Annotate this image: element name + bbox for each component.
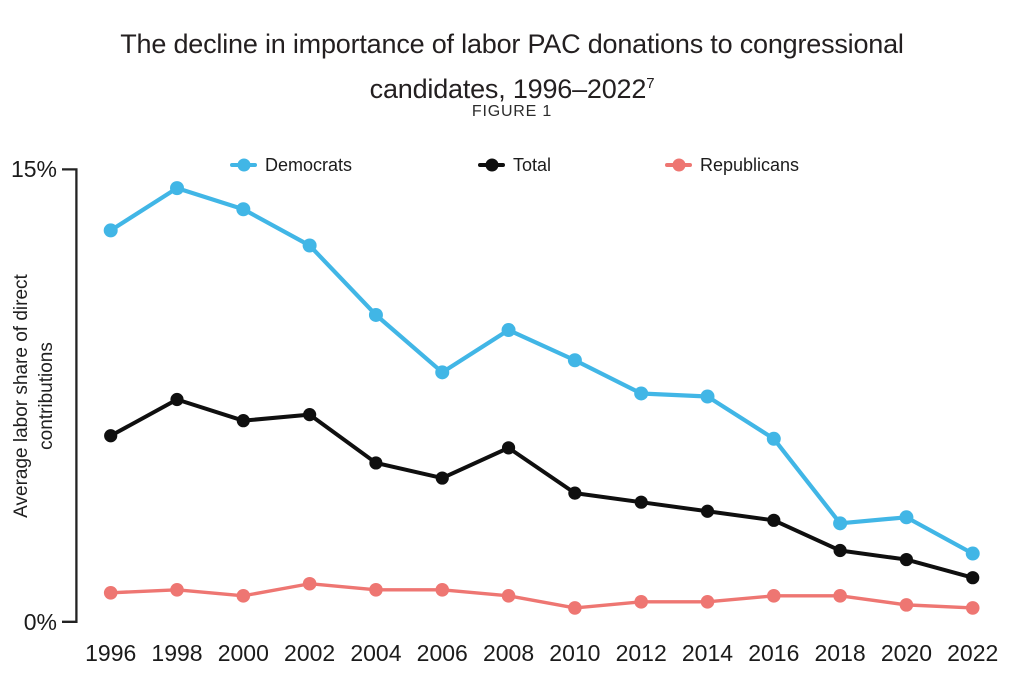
series-point-democrats-2018 [833,516,848,531]
series-point-republicans-2006 [435,582,450,597]
series-point-republicans-2014 [700,595,715,609]
series-point-total-2000 [236,414,250,428]
series-point-total-2010 [568,486,582,500]
legend-dot-marker-democrats [237,158,250,172]
series-point-republicans-2018 [833,589,847,603]
series-point-democrats-2008 [501,323,516,338]
series-point-democrats-2020 [899,510,914,525]
series-point-republicans-2020 [899,598,914,612]
chart-title-line1: The decline in importance of labor PAC d… [120,29,904,59]
x-tick-label-2008: 2008 [483,640,534,666]
x-tick-label-1996: 1996 [85,640,136,666]
legend-dot-marker-total [485,158,498,172]
y-tick-label-15: 15% [11,156,57,182]
series-point-republicans-2022 [965,601,980,615]
series-line-total [108,397,975,580]
series-point-democrats-2000 [236,202,251,217]
series-point-total-2002 [303,408,317,422]
series-point-democrats-1996 [103,223,118,238]
x-tick-label-2014: 2014 [682,640,733,666]
legend-dot-marker-republicans [672,158,685,172]
legend-label-democrats: Democrats [265,154,353,175]
series-point-total-2016 [767,513,781,527]
series-point-republicans-1998 [170,582,184,597]
x-tick-label-2022: 2022 [947,640,998,666]
series-point-democrats-2012 [634,386,649,401]
series-point-democrats-2002 [302,238,317,253]
legend-line-marker-total [478,158,505,172]
series-point-democrats-2010 [567,353,582,368]
series-point-total-2018 [833,543,847,558]
series-point-republicans-2004 [369,582,383,597]
x-tick-label-2020: 2020 [881,640,932,666]
chart-title-footnote-marker: 7 [646,75,655,92]
legend-item-republicans: Republicans [665,153,799,177]
x-tick-label-2000: 2000 [218,640,269,666]
series-line-republicans [108,582,975,610]
series-point-democrats-2004 [368,307,383,322]
series-point-republicans-1996 [103,586,118,600]
series-point-total-1998 [170,392,184,407]
series-point-republicans-2016 [767,589,781,603]
legend-label-republicans: Republicans [700,154,800,175]
legend-item-total: Total [478,153,551,177]
figure-number-label: FIGURE 1 [471,103,553,120]
legend-line-marker-republicans [665,158,692,172]
legend-line-marker-democrats [230,158,257,172]
y-tick-label-0: 0% [24,609,57,635]
series-point-republicans-2000 [236,589,251,603]
x-tick-label-2006: 2006 [417,640,468,666]
series-point-total-1996 [104,429,118,443]
x-tick-label-2004: 2004 [350,640,401,666]
chart-title: The decline in importance of labor PAC d… [0,24,1024,109]
series-point-democrats-2016 [766,431,781,446]
chart-title-line2: candidates, 1996–2022 [369,74,647,104]
series-point-total-2008 [501,441,516,455]
x-tick-label-2018: 2018 [815,640,866,666]
series-point-total-2020 [899,552,914,567]
legend-label-total: Total [513,154,552,175]
series-point-democrats-1998 [170,181,185,196]
series-point-democrats-2022 [965,546,980,561]
series-point-democrats-2006 [435,365,450,380]
series-point-republicans-2008 [501,589,516,603]
series-point-republicans-2012 [634,595,648,609]
x-tick-label-2002: 2002 [284,640,335,666]
series-point-total-2004 [369,456,383,470]
x-tick-label-2016: 2016 [748,640,799,666]
series-line-democrats [108,186,975,556]
x-tick-label-2012: 2012 [616,640,667,666]
x-tick-label-2010: 2010 [549,640,600,666]
series-point-republicans-2010 [568,601,582,615]
series-point-total-2006 [435,471,449,485]
legend-item-democrats: Democrats [230,153,352,177]
series-point-total-2022 [966,571,980,585]
series-point-republicans-2002 [302,576,317,591]
series-point-total-2012 [634,495,648,509]
series-point-total-2014 [700,504,715,518]
y-axis-line [62,168,78,623]
series-point-democrats-2014 [700,389,715,404]
x-tick-label-1998: 1998 [151,640,202,666]
